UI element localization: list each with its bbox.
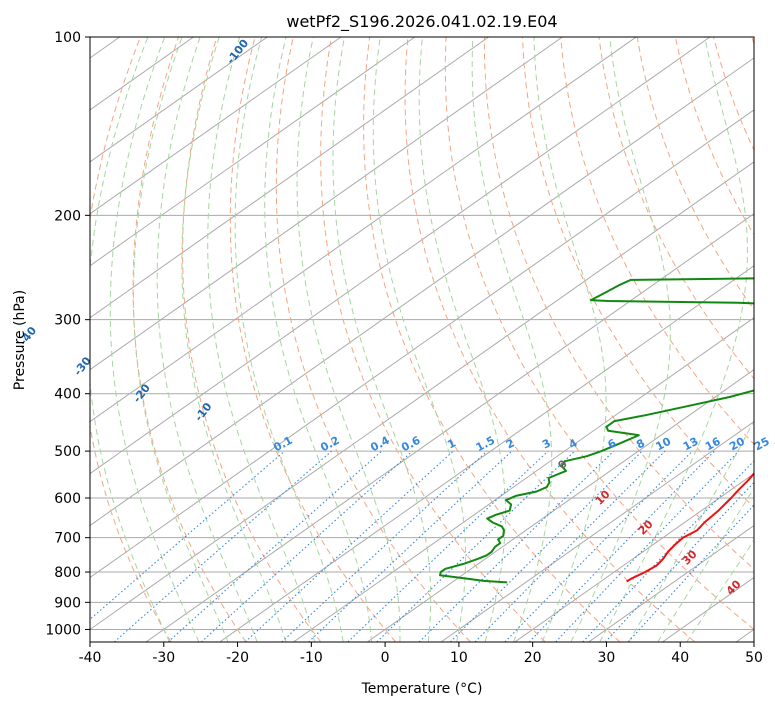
mixing-ratio-line — [281, 450, 488, 642]
x-tick-label: 10 — [450, 650, 468, 666]
x-tick-label: -10 — [300, 650, 323, 666]
temperature-profile-line — [626, 472, 754, 583]
mixing-ratio-label: 16 — [703, 435, 723, 454]
x-tick-label: -40 — [79, 650, 102, 666]
mixing-ratio-label: 10 — [654, 435, 674, 454]
dry-adiabat-line — [182, 37, 322, 642]
isotherm-line — [90, 37, 416, 267]
isotherm-line — [90, 37, 489, 319]
moist-adiabat-line — [234, 37, 344, 642]
moist-adiabat-line — [109, 37, 200, 642]
isotherm-line — [90, 161, 754, 631]
moist-adiabat-line — [133, 37, 229, 642]
x-tick-label: 50 — [745, 650, 763, 666]
moist-adiabat-line — [181, 37, 287, 642]
moist-adiabat-line — [332, 37, 432, 642]
mixing-ratio-line — [418, 450, 615, 642]
y-tick-label: 1000 — [45, 622, 81, 638]
plot-frame — [89, 36, 755, 643]
y-tick-label: 700 — [54, 531, 81, 547]
y-tick-label: 800 — [54, 565, 81, 581]
moist-adiabat-line — [471, 37, 553, 642]
dry-adiabat-line — [598, 37, 754, 380]
mixing-ratio-line — [167, 450, 383, 642]
moist-adiabat-line — [296, 37, 401, 642]
mixing-ratio-line — [376, 450, 576, 642]
y-tick-label: 600 — [54, 491, 81, 507]
dry-adiabat-line — [363, 37, 621, 642]
dry-adiabat-line — [404, 37, 696, 642]
mixing-ratio-line — [504, 450, 693, 642]
dry-adiabat-line — [132, 37, 247, 642]
mixing-ratio-label: 13 — [681, 435, 701, 454]
y-tick-label: 500 — [54, 444, 81, 460]
dry-adiabat-line — [275, 37, 471, 642]
x-tick-label: 0 — [381, 650, 390, 666]
mixing-ratio-label: 20 — [727, 435, 747, 454]
isotherm-line — [366, 369, 754, 642]
mixing-ratio-line — [582, 460, 754, 642]
x-tick-label: -20 — [226, 650, 249, 666]
x-tick-label: 40 — [671, 650, 689, 666]
isotherm-line — [90, 37, 268, 163]
x-tick-label: 20 — [524, 650, 542, 666]
chart-title: wetPf2_S196.2026.041.02.19.E04 — [286, 12, 557, 32]
mixing-ratio-label: 30 — [773, 435, 775, 454]
dry-adiabat-line — [229, 37, 396, 642]
dry-adiabat-line — [636, 37, 754, 311]
y-axis-label: Pressure (hPa) — [12, 290, 28, 390]
isotherm-line — [440, 421, 754, 642]
mixing-ratio-line — [528, 450, 715, 642]
y-tick-label: 300 — [54, 313, 81, 329]
moist-adiabat-line — [372, 37, 467, 642]
x-tick-label: -30 — [152, 650, 175, 666]
dry-adiabat-line — [560, 37, 754, 445]
isotherm-line — [90, 37, 711, 475]
mixing-ratio-line — [555, 450, 740, 642]
mixing-ratio-line — [347, 450, 549, 642]
moist-adiabat-line — [156, 37, 258, 642]
isotherm-line — [588, 524, 754, 642]
mixing-ratio-line — [449, 450, 643, 642]
mixing-ratio-line — [90, 450, 286, 620]
moist-adiabat-line — [599, 37, 748, 642]
moist-adiabat-line — [686, 539, 754, 642]
dewpoint-profile-line — [439, 277, 754, 584]
isotherm-line — [90, 37, 342, 215]
dry-adiabat-line — [320, 37, 546, 642]
mixing-ratio-line — [200, 450, 413, 642]
mixing-ratio-label: 25 — [752, 435, 772, 454]
y-tick-label: 900 — [54, 595, 81, 611]
isotherm-line — [514, 472, 754, 642]
isotherm-line — [90, 57, 754, 527]
y-tick-label: 400 — [54, 387, 81, 403]
isotherm-line — [90, 109, 754, 579]
y-tick-label: 200 — [54, 208, 81, 224]
isotherm-line — [219, 265, 754, 642]
mixing-ratio-line — [474, 450, 666, 642]
y-tick-label: 100 — [54, 30, 81, 46]
isotherm-line — [145, 213, 754, 642]
dry-adiabat-line — [522, 37, 754, 509]
dry-adiabat-line — [444, 37, 754, 631]
moist-adiabat-line — [264, 37, 373, 642]
x-tick-label: 30 — [598, 650, 616, 666]
x-axis-label: Temperature (°C) — [361, 681, 483, 697]
dry-adiabat-line — [483, 37, 754, 570]
moist-adiabat-line — [533, 37, 607, 642]
moist-adiabat-line — [207, 37, 316, 642]
isotherm-line — [90, 37, 563, 371]
moist-adiabat-line — [418, 37, 506, 642]
isotherm-line — [90, 37, 637, 423]
